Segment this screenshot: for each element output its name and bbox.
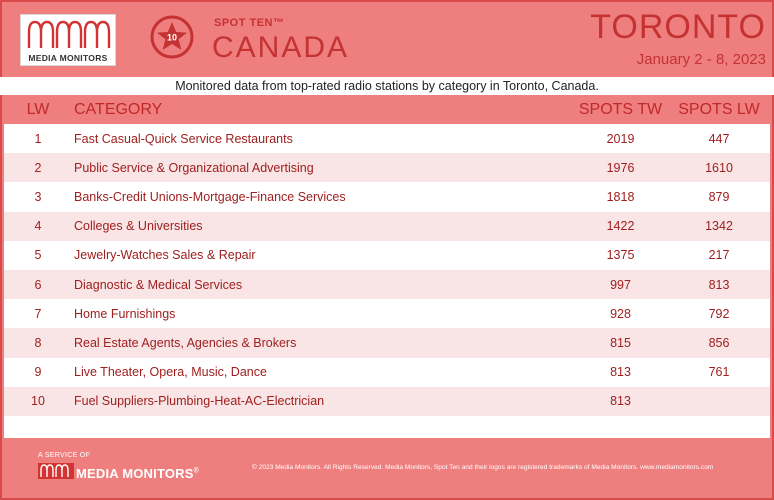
- cell-spots-tw: 813: [573, 386, 668, 416]
- cell-spots-tw: 928: [573, 299, 668, 329]
- table-row: 4 Colleges & Universities 1422 1342: [4, 211, 770, 241]
- media-monitors-logo: MEDIA MONITORS: [20, 14, 116, 66]
- table-row: 8 Real Estate Agents, Agencies & Brokers…: [4, 328, 770, 358]
- cell-spots-lw: 856: [668, 328, 770, 358]
- column-header-spots-lw: SPOTS LW: [668, 96, 770, 124]
- cell-category: Banks-Credit Unions-Mortgage-Finance Ser…: [72, 182, 573, 212]
- table-row: 7 Home Furnishings 928 792: [4, 299, 770, 329]
- cell-spots-lw: 792: [668, 299, 770, 329]
- date-range: January 2 - 8, 2023: [636, 51, 766, 68]
- cell-lw: 7: [4, 299, 72, 329]
- cell-spots-tw: 813: [573, 357, 668, 387]
- cell-lw: 1: [4, 124, 72, 154]
- cell-category: Fuel Suppliers-Plumbing-Heat-AC-Electric…: [72, 386, 573, 416]
- column-header-spots-tw: SPOTS TW: [573, 96, 668, 124]
- table-row: 3 Banks-Credit Unions-Mortgage-Finance S…: [4, 182, 770, 212]
- cell-spots-tw: 1422: [573, 211, 668, 241]
- table-row: 9 Live Theater, Opera, Music, Dance 813 …: [4, 357, 770, 387]
- table-row: 10 Fuel Suppliers-Plumbing-Heat-AC-Elect…: [4, 386, 770, 416]
- cell-category: Fast Casual-Quick Service Restaurants: [72, 124, 573, 154]
- cell-category: Public Service & Organizational Advertis…: [72, 153, 573, 183]
- copyright-notice: © 2023 Media Monitors. All Rights Reserv…: [252, 464, 714, 471]
- cell-lw: 10: [4, 386, 72, 416]
- cell-spots-tw: 997: [573, 269, 668, 300]
- cell-spots-lw: 879: [668, 182, 770, 212]
- program-name: SPOT TEN™: [214, 17, 285, 29]
- footer-brand-name: MEDIA MONITORS®: [76, 466, 199, 481]
- cell-spots-lw: 761: [668, 357, 770, 387]
- cell-lw: 8: [4, 328, 72, 358]
- cell-spots-lw: 1342: [668, 211, 770, 241]
- cell-category: Colleges & Universities: [72, 211, 573, 241]
- table-header-row: LW CATEGORY SPOTS TW SPOTS LW: [4, 96, 770, 124]
- country-title: CANADA: [212, 31, 350, 64]
- registered-mark: ®: [193, 467, 199, 475]
- wave-logo-icon: [27, 20, 111, 48]
- footer-wave-logo-icon: [38, 463, 74, 479]
- cell-spots-tw: 1375: [573, 240, 668, 270]
- cell-spots-tw: 1818: [573, 182, 668, 212]
- cell-spots-lw: 1610: [668, 153, 770, 183]
- logo-brand-text: MEDIA MONITORS: [28, 53, 108, 63]
- cell-lw: 6: [4, 269, 72, 300]
- table-row: 5 Jewelry-Watches Sales & Repair 1375 21…: [4, 240, 770, 270]
- cell-spots-lw: 447: [668, 124, 770, 154]
- star-badge-icon: 10: [150, 15, 194, 59]
- cell-lw: 9: [4, 357, 72, 387]
- cell-spots-lw: 217: [668, 240, 770, 270]
- column-header-category: CATEGORY: [72, 96, 573, 124]
- service-of-label: A SERVICE OF: [38, 452, 91, 459]
- table-row: 2 Public Service & Organizational Advert…: [4, 153, 770, 183]
- cell-spots-lw: [668, 386, 770, 416]
- cell-spots-lw: 813: [668, 269, 770, 300]
- cell-category: Home Furnishings: [72, 299, 573, 329]
- table-row: 1 Fast Casual-Quick Service Restaurants …: [4, 124, 770, 154]
- cell-lw: 3: [4, 182, 72, 212]
- cell-spots-tw: 1976: [573, 153, 668, 183]
- subtitle: Monitored data from top-rated radio stat…: [0, 77, 774, 95]
- badge-number: 10: [167, 33, 177, 43]
- table-row: 6 Diagnostic & Medical Services 997 813: [4, 269, 770, 300]
- column-header-lw: LW: [4, 96, 72, 124]
- rankings-table: LW CATEGORY SPOTS TW SPOTS LW 1 Fast Cas…: [4, 96, 770, 438]
- cell-category: Jewelry-Watches Sales & Repair: [72, 240, 573, 270]
- cell-lw: 4: [4, 211, 72, 241]
- footer-brand-text: MEDIA MONITORS: [76, 466, 194, 481]
- cell-category: Real Estate Agents, Agencies & Brokers: [72, 328, 573, 358]
- cell-lw: 5: [4, 240, 72, 270]
- cell-category: Diagnostic & Medical Services: [72, 269, 573, 300]
- cell-spots-tw: 815: [573, 328, 668, 358]
- city-title: TORONTO: [590, 8, 766, 46]
- cell-spots-tw: 2019: [573, 124, 668, 154]
- cell-category: Live Theater, Opera, Music, Dance: [72, 357, 573, 387]
- cell-lw: 2: [4, 153, 72, 183]
